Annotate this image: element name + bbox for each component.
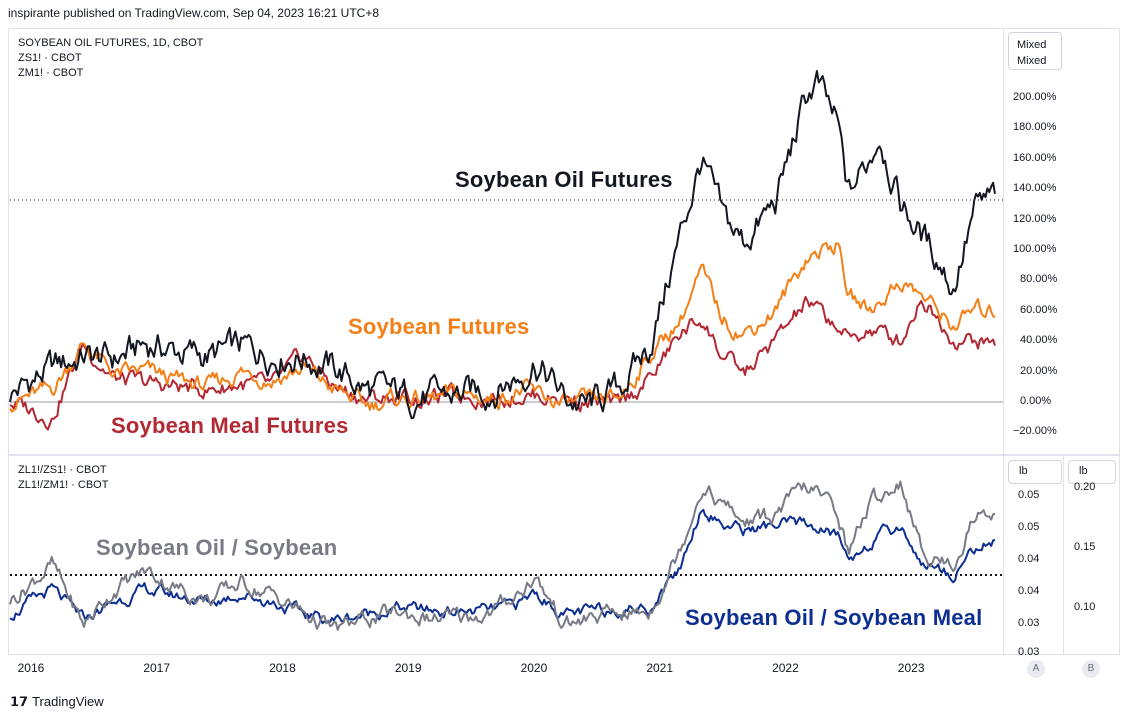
scale-b-divider: [1063, 455, 1064, 655]
y-tick-label: 180.00%: [1013, 121, 1057, 134]
y-tick-label-a: 0.05: [1018, 489, 1040, 501]
top-legend: SOYBEAN OIL FUTURES, 1D, CBOT ZS1! · CBO…: [18, 36, 203, 81]
y-tick-label-a: 0.05: [1018, 521, 1040, 533]
x-tick-label: 2023: [897, 661, 925, 675]
y-tick-label: 20.00%: [1020, 364, 1058, 377]
scale-mode-button[interactable]: Mixed Mixed: [1008, 32, 1062, 70]
scale-b-toggle[interactable]: B: [1082, 660, 1100, 678]
series-line-soybean: [9, 242, 996, 413]
x-tick-label: 2017: [143, 661, 171, 675]
scale-a-toggle[interactable]: A: [1027, 660, 1045, 678]
y-tick-label: 200.00%: [1013, 91, 1057, 103]
y-tick-label: 160.00%: [1013, 151, 1057, 164]
y-tick-label: 120.00%: [1013, 212, 1057, 225]
y-tick-label: 0.00%: [1020, 395, 1052, 407]
y-tick-label-a: 0.03: [1018, 617, 1040, 629]
x-tick-label: 2016: [17, 661, 45, 675]
bottom-pane: [8, 455, 1120, 655]
y-tick-label-a: 0.03: [1018, 646, 1040, 658]
bottom-legend: ZL1!/ZS1! · CBOT ZL1!/ZM1! · CBOT: [18, 463, 108, 493]
footer-brand-text: TradingView: [32, 694, 104, 709]
price-scale-divider: [1003, 28, 1004, 655]
y-tick-label-b: 0.15: [1074, 541, 1096, 553]
scale-mode-label-1: Mixed: [1017, 39, 1047, 51]
y-tick-label: 140.00%: [1013, 182, 1057, 195]
x-tick-label: 2018: [269, 661, 296, 675]
series-line-soybean-oil: [9, 70, 996, 420]
x-tick-label: 2020: [520, 661, 548, 675]
legend-line-zm: ZM1! · CBOT: [18, 67, 84, 79]
y-tick-label-a: 0.04: [1018, 585, 1040, 597]
y-tick-label-b: 0.10: [1074, 601, 1096, 613]
legend-line-main: SOYBEAN OIL FUTURES, 1D, CBOT: [18, 37, 204, 49]
scale-mode-label-2: Mixed: [1017, 55, 1047, 67]
published-header: inspirante published on TradingView.com,…: [8, 6, 380, 20]
x-tick-label: 2022: [772, 661, 799, 675]
legend-ratio-oil-soybean: ZL1!/ZS1! · CBOT: [18, 464, 107, 476]
annotation-soybean-oil: Soybean Oil Futures: [455, 167, 673, 192]
series-line-soybean-meal: [9, 296, 996, 431]
annotation-oil-soybean-ratio: Soybean Oil / Soybean: [96, 535, 338, 560]
legend-line-zs: ZS1! · CBOT: [18, 52, 82, 64]
y-tick-label-b: 0.20: [1074, 481, 1096, 493]
scale-a-unit-button[interactable]: lb: [1008, 460, 1062, 484]
annotation-soybean: Soybean Futures: [348, 314, 530, 339]
x-tick-label: 2021: [646, 661, 674, 675]
y-tick-label: −20.00%: [1013, 425, 1057, 438]
top-pane: [8, 28, 1120, 455]
footer-brand: 𝟭𝟳 TradingView: [10, 694, 104, 710]
annotation-oil-meal-ratio: Soybean Oil / Soybean Meal: [685, 605, 983, 630]
annotation-soybean-meal: Soybean Meal Futures: [111, 413, 349, 438]
y-tick-label: 100.00%: [1013, 243, 1057, 255]
y-tick-label: 80.00%: [1020, 273, 1058, 286]
scale-b-unit-button[interactable]: lb: [1068, 460, 1116, 484]
series-line-oil-soybean-ratio: [9, 480, 996, 631]
x-tick-label: 2019: [394, 661, 422, 675]
tradingview-logo-icon: 𝟭𝟳: [10, 694, 29, 709]
y-tick-label-a: 0.04: [1018, 553, 1040, 565]
legend-ratio-oil-meal: ZL1!/ZM1! · CBOT: [18, 479, 109, 491]
y-tick-label: 60.00%: [1020, 303, 1058, 316]
y-tick-label: 40.00%: [1020, 334, 1058, 347]
